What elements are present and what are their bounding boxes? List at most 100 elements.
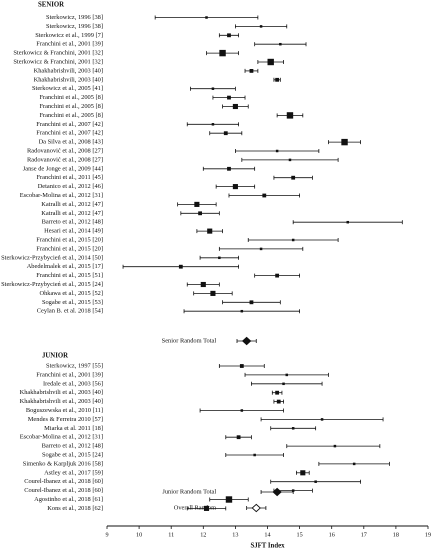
study-label: Sterkowicz-Przybycień et al., 2015 [24] bbox=[1, 281, 103, 288]
effect-marker bbox=[275, 390, 280, 395]
x-tick-label: 15 bbox=[297, 531, 303, 538]
effect-marker bbox=[227, 95, 231, 100]
study-label: Simenko & Karpljuk 2016 [58] bbox=[23, 460, 103, 467]
effect-marker bbox=[286, 112, 294, 119]
study-label: Sterkowicz & Franchini, 2001 [32] bbox=[13, 50, 103, 57]
effect-marker bbox=[249, 300, 254, 305]
effect-marker bbox=[282, 382, 285, 386]
effect-marker bbox=[285, 373, 289, 377]
study-label: Khakhabrishvili, 2003 [40] bbox=[34, 67, 103, 74]
x-tick-label: 13 bbox=[232, 531, 238, 538]
study-label: Franchini et al., 2007 [42] bbox=[36, 130, 103, 137]
x-tick-label: 14 bbox=[264, 531, 270, 538]
study-label: Iredale et al., 2003 [56] bbox=[43, 380, 103, 387]
effect-marker bbox=[341, 138, 348, 146]
study-label: Sterkowicz & Franchini, 2001 [32] bbox=[13, 58, 103, 65]
x-tick-label: 16 bbox=[329, 531, 335, 538]
effect-marker bbox=[207, 228, 213, 234]
study-label: Courel-Ibanez et al., 2018 [60] bbox=[24, 487, 103, 494]
study-label: Franchini et al., 2015 [20] bbox=[36, 236, 103, 243]
senior-total-label: Senior Random Total bbox=[162, 337, 217, 344]
effect-marker bbox=[227, 33, 231, 38]
effect-marker bbox=[198, 211, 202, 216]
junior-total-label: Junior Random Total bbox=[162, 488, 216, 495]
study-label: Barreto et al., 2012 [48] bbox=[42, 219, 103, 226]
study-label: Franchini et al., 2007 [42] bbox=[36, 121, 103, 128]
effect-marker bbox=[300, 470, 306, 476]
x-tick-label: 10 bbox=[136, 531, 142, 538]
effect-marker bbox=[259, 25, 263, 28]
x-tick-label: 18 bbox=[393, 531, 399, 538]
study-label: Ceylan B. et al. 2018 [54] bbox=[37, 308, 103, 315]
effect-marker bbox=[240, 409, 244, 412]
study-label: Sterkowicz, 1997 [55] bbox=[46, 362, 103, 369]
study-label: Kons et al., 2018 [62] bbox=[47, 505, 103, 512]
effect-marker bbox=[203, 505, 210, 511]
effect-marker bbox=[232, 184, 238, 190]
effect-marker bbox=[211, 87, 215, 90]
study-label: Miarka et al. 2011 [18] bbox=[44, 425, 103, 432]
study-label: Astley et al., 2017 [59] bbox=[44, 469, 103, 476]
study-label: Janse de Jonge et al., 2009 [44] bbox=[23, 165, 103, 172]
study-label: Khakhabrishvili et al., 2003 [40] bbox=[20, 398, 103, 405]
effect-marker bbox=[227, 166, 231, 171]
effect-marker bbox=[249, 69, 254, 73]
study-label: Boguszewska et al., 2010 [11] bbox=[26, 407, 103, 414]
effect-marker bbox=[352, 462, 356, 466]
effect-marker bbox=[253, 453, 256, 457]
study-label: Franchini et al., 2005 [8] bbox=[39, 103, 103, 110]
overall-label: Overall Random bbox=[174, 504, 216, 511]
effect-marker bbox=[205, 16, 208, 19]
study-label: Agostinho et al., 2018 [61] bbox=[34, 496, 103, 503]
study-label: Courel-Ibanez et al., 2018 [60] bbox=[24, 478, 103, 485]
effect-marker bbox=[240, 309, 244, 313]
x-axis-title: SJFT Index bbox=[250, 543, 285, 550]
study-label: Ohkawa et al., 2015 [52] bbox=[39, 290, 103, 297]
study-label: Sterkowicz, 1996 [38] bbox=[46, 23, 103, 30]
study-label: Detanico et al., 2012 [46] bbox=[38, 183, 103, 190]
effect-marker bbox=[267, 58, 274, 66]
study-label: Radovanović et al., 2008 [27] bbox=[27, 156, 103, 163]
effect-marker bbox=[239, 364, 244, 368]
group-header-senior: SENIOR bbox=[38, 2, 64, 9]
junior-total-diamond bbox=[272, 487, 282, 497]
effect-marker bbox=[275, 77, 280, 82]
effect-marker bbox=[314, 480, 317, 483]
effect-marker bbox=[225, 496, 233, 503]
study-label: Franchini et al., 2001 [39] bbox=[36, 41, 103, 48]
effect-marker bbox=[275, 273, 280, 278]
effect-marker bbox=[219, 49, 226, 57]
x-tick-label: 11 bbox=[168, 531, 174, 538]
effect-marker bbox=[194, 201, 200, 207]
effect-marker bbox=[223, 131, 228, 136]
study-label: Sterkowicz-Przybycień et al., 2014 [50] bbox=[1, 254, 103, 261]
effect-marker bbox=[210, 290, 216, 296]
effect-marker bbox=[275, 149, 279, 153]
study-label: Sogabe et al., 2015 [24] bbox=[42, 451, 103, 458]
effect-marker bbox=[346, 220, 349, 224]
study-label: Katralli et al., 2012 [47] bbox=[41, 210, 103, 217]
study-label: Sterkowicz, 1996 [38] bbox=[46, 14, 103, 21]
study-label: Sogabe et al., 2015 [53] bbox=[42, 299, 103, 306]
effect-marker bbox=[218, 256, 221, 260]
effect-marker bbox=[333, 444, 337, 448]
group-header-junior: JUNIOR bbox=[42, 353, 68, 360]
effect-marker bbox=[320, 418, 324, 421]
effect-marker bbox=[259, 247, 263, 251]
effect-marker bbox=[291, 175, 296, 180]
study-label: Franchini et al., 2001 [39] bbox=[36, 371, 103, 378]
effect-marker bbox=[262, 193, 267, 198]
overall-diamond bbox=[251, 503, 261, 513]
x-tick-label: 9 bbox=[105, 531, 108, 538]
study-label: Hesari et al., 2014 [49] bbox=[44, 228, 103, 235]
study-label: Khakhabrishvili, 2003 [40] bbox=[34, 76, 103, 83]
study-label: Da Silva et al., 2008 [43] bbox=[39, 139, 103, 146]
effect-marker bbox=[288, 158, 292, 162]
x-tick-label: 19 bbox=[425, 531, 431, 538]
study-label: Khakhabrishvili et al., 2003 [40] bbox=[20, 389, 103, 396]
effect-marker bbox=[291, 427, 295, 430]
effect-marker bbox=[279, 42, 282, 46]
effect-marker bbox=[211, 123, 215, 126]
senior-total-diamond bbox=[241, 336, 252, 346]
study-label: Franchini et al., 2005 [8] bbox=[39, 112, 103, 119]
